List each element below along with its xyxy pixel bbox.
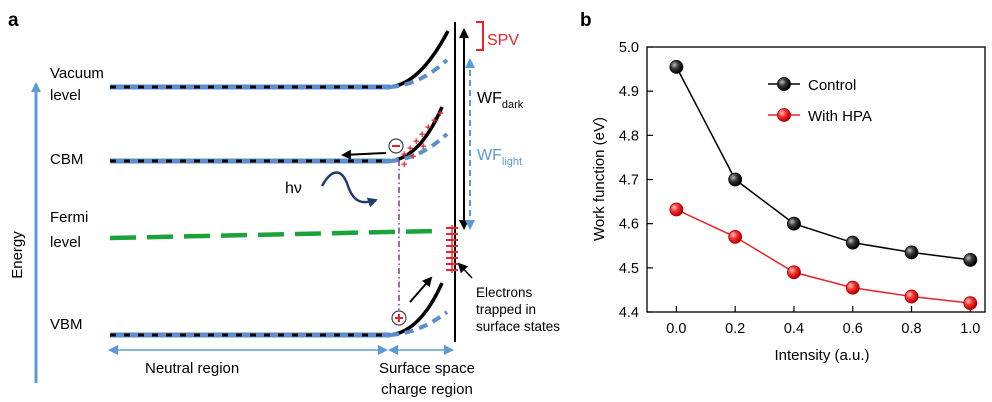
space-charge-region-label-2: charge region xyxy=(381,381,473,398)
y-tick-label: 4.5 xyxy=(619,261,639,277)
trapped-electrons-pointer xyxy=(457,262,473,279)
svg-text:WFdark: WFdark xyxy=(477,90,524,111)
positive-charges: + ++ +++ +++ + xyxy=(401,108,443,171)
x-tick-label: 0.2 xyxy=(725,321,745,337)
svg-text:+: + xyxy=(431,115,437,127)
data-point-with-hpa xyxy=(963,296,978,311)
x-tick-label: 0.8 xyxy=(901,321,921,337)
vacuum-level-label-2: level xyxy=(50,87,81,104)
data-point-with-hpa xyxy=(728,230,743,244)
electron-drift-arrow xyxy=(341,149,387,160)
spv-bracket xyxy=(476,21,484,51)
y-tick-label: 4.4 xyxy=(619,305,639,321)
panel-a: a Energy Vacuum level CBM Fermi level VB… xyxy=(8,10,560,398)
svg-text:WFlight: WFlight xyxy=(477,147,522,168)
series-layer xyxy=(669,59,978,311)
x-axis-label: Intensity (a.u.) xyxy=(774,347,869,364)
panel-a-label: a xyxy=(8,10,19,31)
svg-text:+: + xyxy=(401,149,407,161)
x-tick-label: 0.4 xyxy=(784,321,804,337)
svg-text:+: + xyxy=(407,143,413,155)
x-axis-ticks: 0.0 0.2 0.4 0.6 0.8 1.0 xyxy=(666,306,980,337)
data-point-control xyxy=(845,235,860,250)
cbm-label: CBM xyxy=(50,151,83,168)
y-tick-label: 4.7 xyxy=(619,173,639,189)
energy-axis-label: Energy xyxy=(9,231,26,279)
fermi-level-label-2: level xyxy=(50,234,81,251)
legend: Control With HPA xyxy=(768,77,872,125)
x-tick-label: 1.0 xyxy=(960,321,980,337)
fermi-level-label-1: Fermi xyxy=(50,209,88,226)
panel-b-label: b xyxy=(580,10,592,31)
vacuum-level-label-1: Vacuum xyxy=(50,65,104,82)
svg-text:+: + xyxy=(401,159,407,171)
fermi-level-line xyxy=(109,228,436,241)
data-point-control xyxy=(904,245,919,260)
svg-text:+: + xyxy=(413,136,419,148)
svg-text:+: + xyxy=(420,141,426,153)
legend-control-label: Control xyxy=(808,77,856,94)
svg-text:+: + xyxy=(419,129,425,141)
x-tick-label: 0.6 xyxy=(843,321,863,337)
data-point-with-hpa xyxy=(904,289,919,304)
cbm-band: + ++ +++ +++ + xyxy=(110,106,449,171)
space-charge-region-label-1: Surface space xyxy=(379,360,475,377)
data-point-control xyxy=(669,59,684,74)
x-tick-label: 0.0 xyxy=(666,321,686,337)
electrons-trapped-label-2: trapped in xyxy=(476,302,536,317)
data-point-control xyxy=(963,252,978,267)
electrons-trapped-label-3: surface states xyxy=(476,319,560,334)
data-point-control xyxy=(787,216,801,231)
data-point-with-hpa xyxy=(787,265,801,280)
svg-text:+: + xyxy=(437,108,443,120)
spv-label: SPV xyxy=(487,32,519,49)
photon-wave-arrow xyxy=(320,171,378,208)
vacuum-level-band xyxy=(110,30,450,90)
data-point-control xyxy=(728,172,743,187)
data-point-with-hpa xyxy=(669,202,684,217)
svg-text:+: + xyxy=(410,151,416,163)
y-tick-label: 5.0 xyxy=(619,40,639,56)
photon-label: hν xyxy=(285,180,302,197)
y-axis-ticks: 4.4 4.5 4.6 4.7 4.8 4.9 5.0 xyxy=(619,40,653,321)
panel-b: b 4.4 4.5 4.6 4.7 4.8 4.9 5.0 0.0 0.2 0.4 0.6 0.8 1… xyxy=(580,10,986,364)
wf-light-label: WFlight xyxy=(477,147,522,168)
trapped-electrons xyxy=(446,225,458,273)
vbm-label: VBM xyxy=(50,316,83,333)
neutral-region-label: Neutral region xyxy=(145,360,239,377)
y-axis-label: Work function (eV) xyxy=(591,117,608,241)
series-line-control xyxy=(675,66,971,261)
svg-text:+: + xyxy=(425,122,431,134)
electrons-trapped-label-1: Electrons xyxy=(476,285,533,300)
data-point-with-hpa xyxy=(845,280,860,295)
y-tick-label: 4.8 xyxy=(619,128,639,144)
y-tick-label: 4.6 xyxy=(619,217,639,233)
series-line-with-hpa xyxy=(676,208,971,304)
wf-dark-label: WFdark xyxy=(477,90,524,111)
y-tick-label: 4.9 xyxy=(619,84,639,100)
legend-hpa-label: With HPA xyxy=(808,108,872,125)
vbm-band xyxy=(110,276,449,338)
hole-drift-arrow xyxy=(409,276,433,303)
